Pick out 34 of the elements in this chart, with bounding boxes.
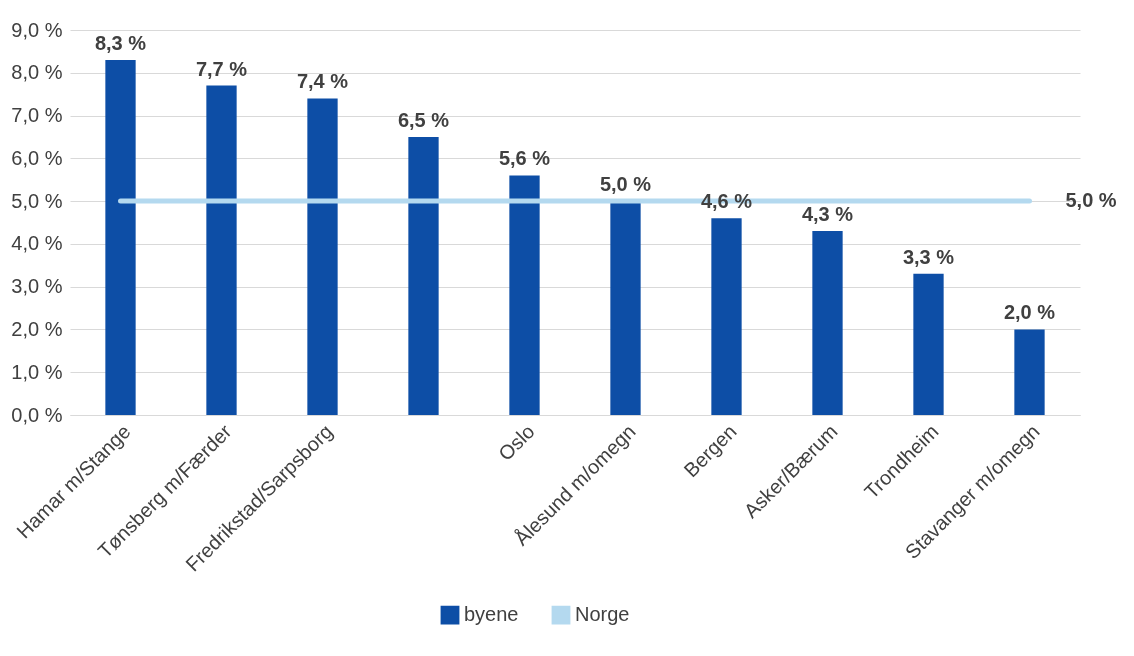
y-tick-label: 6,0 % (11, 146, 63, 169)
y-tick-label: 1,0 % (11, 360, 63, 383)
bar (307, 98, 338, 415)
bar (206, 85, 237, 415)
y-tick-label: 3,0 % (11, 275, 63, 298)
y-tick-label: 7,0 % (11, 104, 63, 127)
x-tick-label: Oslo (494, 420, 539, 465)
data-label: 3,3 % (902, 245, 955, 268)
bar (105, 59, 136, 415)
bar (610, 201, 641, 415)
bar (913, 273, 944, 415)
y-tick-label: 5,0 % (11, 189, 63, 212)
data-label: 5,0 % (599, 173, 652, 196)
data-label: 7,7 % (195, 57, 248, 80)
data-label: 8,3 % (94, 31, 147, 54)
data-label: 2,0 % (1003, 301, 1056, 324)
data-label: 5,6 % (498, 147, 551, 170)
y-tick-label: 0,0 % (11, 403, 63, 426)
bar (408, 136, 439, 415)
y-tick-label: 8,0 % (11, 61, 63, 84)
data-label: 4,6 % (700, 190, 753, 213)
y-tick-label: 2,0 % (11, 317, 63, 340)
y-tick-label: 4,0 % (11, 232, 63, 255)
legend-label: byene (464, 603, 519, 626)
bar (812, 231, 843, 415)
data-label: 7,4 % (296, 70, 349, 93)
bar (1014, 329, 1045, 415)
y-tick-label: 9,0 % (11, 18, 63, 41)
legend-label: Norge (575, 603, 630, 626)
bar (509, 175, 540, 415)
data-label: 6,5 % (397, 108, 450, 131)
data-label: 5,0 % (1065, 189, 1117, 212)
data-label: 4,3 % (801, 203, 854, 226)
bar (711, 218, 742, 415)
